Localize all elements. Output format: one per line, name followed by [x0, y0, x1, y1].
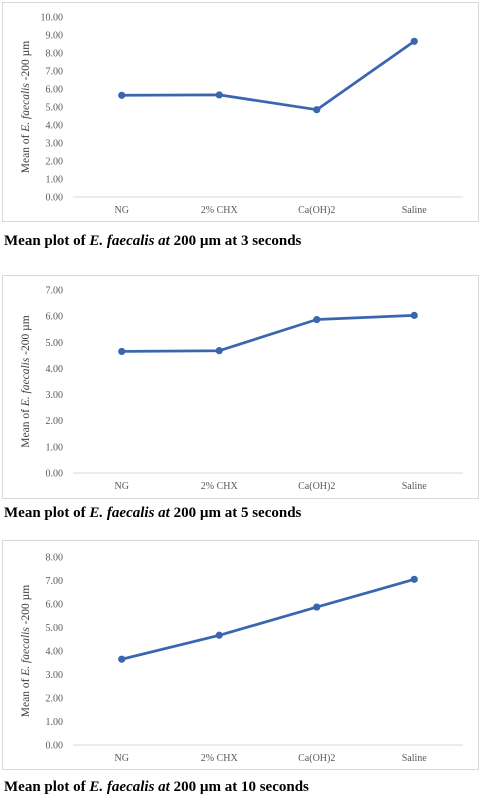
- y-axis-title: Mean of E. faecalis -200 µm: [20, 315, 32, 448]
- x-tick-label: Saline: [402, 481, 428, 492]
- caption-prefix: Mean plot of: [4, 779, 90, 795]
- x-tick-label: Ca(OH)2: [298, 753, 335, 764]
- data-point: [410, 311, 418, 319]
- data-point: [215, 631, 223, 639]
- x-tick-label: 2% CHX: [201, 753, 239, 764]
- line-chart-1: 0.00 1.00 2.00 3.00 4.00 5.00 6.00 7.00 8.00 9.00…: [20, 13, 463, 216]
- x-tick-label: Saline: [402, 205, 428, 216]
- y-tick-label: 7.00: [46, 286, 64, 297]
- y-tick-label: 8.00: [46, 553, 64, 564]
- caption-suffix: 200 µm at 10 seconds: [169, 779, 309, 795]
- caption-prefix: Mean plot of: [4, 505, 90, 521]
- data-point: [313, 603, 321, 611]
- y-tick-label: 7.00: [46, 576, 64, 587]
- y-tick-label: 3.00: [46, 390, 64, 401]
- y-tick-label: 6.00: [46, 85, 64, 96]
- x-tick-label: 2% CHX: [201, 205, 239, 216]
- y-tick-label: 6.00: [46, 312, 64, 323]
- y-axis-title-prefix: Mean of: [20, 676, 32, 718]
- chart-frame-1: 0.00 1.00 2.00 3.00 4.00 5.00 6.00 7.00 8.00 9.00…: [2, 2, 479, 222]
- y-tick-label: 0.00: [46, 741, 64, 752]
- y-axis-title-suffix: -200 µm: [20, 41, 32, 83]
- y-tick-label: 5.00: [46, 338, 64, 349]
- y-axis-title-species: E. faecalis: [20, 627, 32, 677]
- y-tick-label: 4.00: [46, 364, 64, 375]
- caption-species: E. faecalis at: [89, 233, 170, 249]
- y-tick-label: 2.00: [46, 157, 64, 168]
- y-tick-label: 0.00: [46, 469, 64, 480]
- data-point: [410, 37, 418, 45]
- x-tick-label: Ca(OH)2: [298, 481, 335, 492]
- data-point: [215, 91, 223, 99]
- y-tick-label: 8.00: [46, 49, 64, 60]
- y-tick-label: 3.00: [46, 139, 64, 150]
- y-tick-label: 1.00: [46, 717, 64, 728]
- data-point: [313, 315, 321, 324]
- y-axis-title-suffix: -200 µm: [20, 585, 32, 627]
- caption-suffix: 200 µm at 5 seconds: [169, 505, 302, 521]
- x-tick-label: Saline: [402, 753, 428, 764]
- y-tick-label: 4.00: [46, 647, 64, 658]
- data-point: [410, 575, 418, 583]
- y-axis-title-prefix: Mean of: [20, 406, 32, 448]
- line-chart-2: 0.00 1.00 2.00 3.00 4.00 5.00 6.00 7.00 NG 2% CHX…: [20, 286, 463, 492]
- x-tick-label: Ca(OH)2: [298, 205, 335, 216]
- y-tick-label: 1.00: [46, 175, 64, 186]
- caption-suffix: 200 µm at 3 seconds: [169, 233, 302, 249]
- y-tick-label: 2.00: [46, 416, 64, 427]
- y-tick-label: 2.00: [46, 694, 64, 705]
- y-tick-label: 3.00: [46, 670, 64, 681]
- chart-caption-2: Mean plot of E. faecalis at 200 µm at 5 …: [4, 505, 301, 522]
- series-line: [120, 39, 416, 112]
- chart-frame-2: 0.00 1.00 2.00 3.00 4.00 5.00 6.00 7.00 NG 2% CHX…: [2, 275, 479, 499]
- x-tick-label: NG: [115, 753, 129, 764]
- x-tick-label: NG: [115, 481, 129, 492]
- y-axis-title-species: E. faecalis: [20, 357, 32, 407]
- y-tick-label: 6.00: [46, 600, 64, 611]
- caption-prefix: Mean plot of: [4, 233, 90, 249]
- data-point: [118, 91, 126, 99]
- caption-species: E. faecalis at: [89, 505, 170, 521]
- chart-caption-3: Mean plot of E. faecalis at 200 µm at 10…: [4, 779, 309, 796]
- chart-caption-1: Mean plot of E. faecalis at 200 µm at 3 …: [4, 233, 301, 250]
- y-tick-label: 1.00: [46, 442, 64, 453]
- data-point: [118, 347, 126, 356]
- data-point: [313, 106, 321, 114]
- x-tick-label: NG: [115, 205, 129, 216]
- line-chart-3: 0.00 1.00 2.00 3.00 4.00 5.00 6.00 7.00 8.00 NG 2%…: [20, 553, 463, 764]
- y-tick-label: 10.00: [41, 13, 64, 24]
- y-axis-title: Mean of E. faecalis -200 µm: [20, 585, 32, 718]
- y-axis-title-species: E. faecalis: [20, 83, 32, 133]
- series-line: [120, 577, 416, 661]
- caption-species: E. faecalis at: [89, 779, 170, 795]
- y-tick-label: 4.00: [46, 121, 64, 132]
- y-tick-label: 5.00: [46, 103, 64, 114]
- y-tick-label: 9.00: [46, 31, 64, 42]
- y-axis-title: Mean of E. faecalis -200 µm: [20, 41, 32, 174]
- series-line: [120, 314, 416, 353]
- x-tick-label: 2% CHX: [201, 481, 239, 492]
- chart-frame-3: 0.00 1.00 2.00 3.00 4.00 5.00 6.00 7.00 8.00 NG 2%…: [2, 540, 479, 770]
- data-point: [215, 347, 223, 355]
- y-axis-title-suffix: -200 µm: [20, 315, 32, 357]
- y-tick-label: 0.00: [46, 193, 64, 204]
- y-axis-title-prefix: Mean of: [20, 132, 32, 174]
- y-tick-label: 7.00: [46, 67, 64, 78]
- data-point: [118, 655, 126, 663]
- y-tick-label: 5.00: [46, 623, 64, 634]
